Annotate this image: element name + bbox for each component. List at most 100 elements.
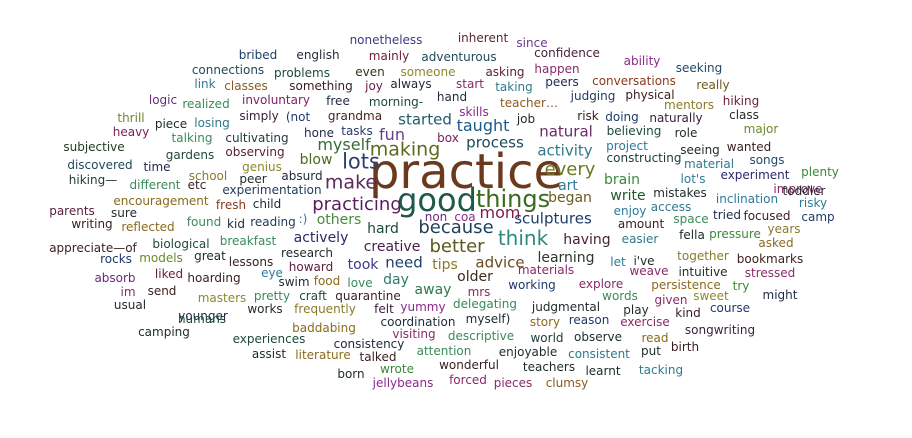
cloud-word: believing xyxy=(606,124,662,138)
cloud-word: process xyxy=(466,133,524,152)
cloud-word: hone xyxy=(304,126,334,140)
cloud-word: activity xyxy=(537,141,593,160)
cloud-word: major xyxy=(743,122,779,136)
cloud-word: learnt xyxy=(585,364,621,378)
cloud-word: coa xyxy=(454,210,476,224)
cloud-word: risky xyxy=(798,196,828,210)
cloud-word: really xyxy=(696,78,730,92)
cloud-word: hard xyxy=(367,221,399,237)
cloud-word: having xyxy=(563,232,611,248)
cloud-word: teachers xyxy=(522,360,576,374)
cloud-word: different xyxy=(129,178,181,192)
cloud-word: working xyxy=(508,278,556,292)
cloud-word: etc xyxy=(187,178,207,192)
cloud-word: parents xyxy=(49,204,95,218)
cloud-word: love xyxy=(347,276,373,290)
cloud-word: learning xyxy=(537,250,595,266)
cloud-word: connections xyxy=(191,63,265,77)
cloud-word: im xyxy=(120,285,136,299)
cloud-word: confidence xyxy=(534,46,600,60)
cloud-word: i've xyxy=(633,254,655,268)
cloud-word: child xyxy=(252,197,282,211)
cloud-word: art xyxy=(558,178,578,194)
cloud-word: born xyxy=(337,367,365,381)
cloud-word: absurd xyxy=(281,169,323,183)
cloud-word: hiking xyxy=(722,94,760,108)
cloud-word: encouragement xyxy=(113,194,209,208)
cloud-word: wanted xyxy=(726,140,772,154)
cloud-word: weave xyxy=(629,264,669,278)
cloud-word: bookmarks xyxy=(736,252,804,266)
cloud-word: cultivating xyxy=(225,131,289,145)
cloud-word: explore xyxy=(578,277,624,291)
cloud-word: world xyxy=(530,331,564,345)
cloud-word: adventurous xyxy=(421,50,497,64)
cloud-word: let xyxy=(610,255,626,269)
cloud-word: gardens xyxy=(165,148,215,162)
cloud-word: because xyxy=(418,217,494,238)
cloud-word: taught xyxy=(456,116,510,135)
cloud-word: subjective xyxy=(63,140,125,154)
cloud-word: role xyxy=(674,126,698,140)
cloud-word: grandma xyxy=(327,109,383,123)
cloud-word: birth xyxy=(670,340,700,354)
cloud-word: literature xyxy=(295,348,351,362)
cloud-word: heavy xyxy=(112,125,150,139)
cloud-word: send xyxy=(147,284,177,298)
cloud-word: reason xyxy=(568,313,610,327)
cloud-word: reading xyxy=(250,215,296,229)
cloud-word: practice xyxy=(368,144,564,200)
cloud-word: research xyxy=(281,246,333,260)
cloud-word: put xyxy=(641,344,661,358)
cloud-word: someone xyxy=(400,65,456,79)
cloud-word: yummy xyxy=(400,300,446,314)
cloud-word: simply xyxy=(239,109,279,123)
cloud-word: kind xyxy=(675,306,701,320)
cloud-word: skills xyxy=(459,105,489,119)
cloud-word: think xyxy=(497,226,549,250)
cloud-word: discovered xyxy=(67,158,133,172)
cloud-word: class xyxy=(729,108,759,122)
cloud-word: free xyxy=(326,94,350,108)
cloud-word: myself xyxy=(317,135,371,154)
cloud-word: talking xyxy=(171,131,213,145)
cloud-word: models xyxy=(139,251,183,265)
cloud-word: masters xyxy=(197,291,247,305)
cloud-word: kid xyxy=(227,217,245,231)
cloud-word: eye xyxy=(261,266,283,280)
cloud-word: tasks xyxy=(341,124,373,138)
cloud-word: camping xyxy=(138,325,190,339)
cloud-word: absorb xyxy=(94,271,136,285)
cloud-word: even xyxy=(355,65,385,79)
cloud-word: hand xyxy=(436,90,468,104)
cloud-word: forced xyxy=(449,373,487,387)
cloud-word: appreciate—of xyxy=(49,241,137,255)
cloud-word: amount xyxy=(617,217,665,231)
cloud-word: easier xyxy=(621,232,659,246)
cloud-word: experiences xyxy=(232,332,306,346)
cloud-word: materials xyxy=(517,263,575,277)
cloud-word: asked xyxy=(758,236,794,250)
cloud-word: make xyxy=(324,171,378,194)
cloud-word: might xyxy=(762,288,798,302)
cloud-word: doing xyxy=(605,110,639,124)
cloud-word: lots xyxy=(342,149,380,174)
cloud-word: tried xyxy=(713,208,741,222)
cloud-word: advice xyxy=(475,253,525,272)
cloud-word: seeing xyxy=(680,143,720,157)
cloud-word: asking xyxy=(485,65,525,79)
cloud-word: coordination xyxy=(380,315,456,329)
cloud-word: talked xyxy=(359,350,397,364)
cloud-word: descriptive xyxy=(447,329,515,343)
cloud-word: mentors xyxy=(664,98,714,112)
cloud-word: liked xyxy=(154,267,184,281)
cloud-word: every xyxy=(544,159,596,180)
cloud-word: years xyxy=(767,222,801,236)
cloud-word: story xyxy=(529,315,561,329)
cloud-word: nonetheless xyxy=(349,33,423,47)
cloud-word: quarantine xyxy=(335,289,401,303)
cloud-word: constructing xyxy=(606,151,682,165)
cloud-word: plenty xyxy=(801,165,839,179)
cloud-word: start xyxy=(456,77,484,91)
